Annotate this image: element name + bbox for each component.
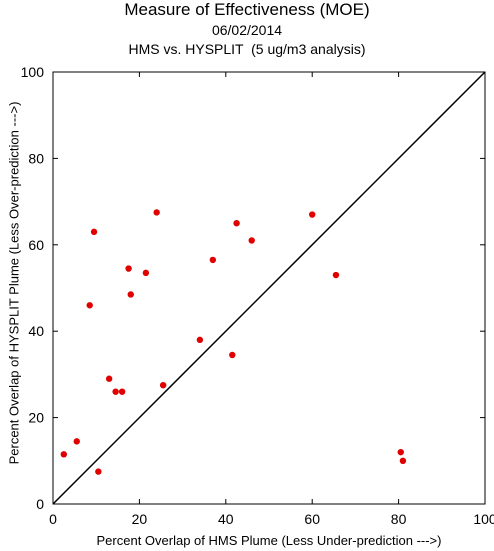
data-point <box>118 388 126 395</box>
data-point <box>397 448 404 456</box>
one-to-one-line <box>52 71 486 505</box>
x-axis-label: Percent Overlap of HMS Plume (Less Under… <box>97 533 442 548</box>
tick-labels: 0 20 40 60 80 100 0 20 40 60 80 100 <box>21 64 494 527</box>
x-tick-label: 0 <box>49 511 57 527</box>
y-tick-label: 0 <box>36 496 44 512</box>
plot-area <box>52 71 486 505</box>
data-point <box>95 468 102 475</box>
x-tick-label: 100 <box>473 511 494 527</box>
data-point <box>125 265 132 272</box>
data-point <box>229 351 236 359</box>
data-point <box>60 451 67 458</box>
data-point <box>209 256 217 264</box>
chart-title: Measure of Effectiveness (MOE) <box>124 0 370 19</box>
chart-date: 06/02/2014 <box>211 22 283 38</box>
data-point <box>309 211 316 218</box>
data-point <box>233 220 240 227</box>
data-point <box>332 271 340 279</box>
data-point <box>105 375 113 382</box>
plot-frame <box>52 71 486 505</box>
x-tick-label: 40 <box>218 511 234 527</box>
y-axis-label: Percent Overlap of HYSPLIT Plume (Less O… <box>7 102 22 465</box>
x-tick-label: 60 <box>304 511 320 527</box>
data-point <box>159 382 167 389</box>
data-point <box>73 438 80 445</box>
data-point <box>90 228 98 236</box>
x-tick-label: 80 <box>391 511 407 527</box>
y-tick-label: 80 <box>28 150 44 166</box>
data-point <box>153 209 160 216</box>
y-tick-label: 100 <box>21 64 45 80</box>
data-points <box>60 209 407 475</box>
x-tick-label: 20 <box>132 511 148 527</box>
data-point <box>399 457 407 464</box>
chart-analysis-label: HMS vs. HYSPLIT (5 ug/m3 analysis) <box>128 41 366 57</box>
y-tick-label: 40 <box>28 323 44 339</box>
data-point <box>248 237 255 244</box>
y-tick-label: 20 <box>28 410 44 426</box>
y-tick-label: 60 <box>28 237 44 253</box>
data-point <box>142 269 150 277</box>
data-point <box>127 291 134 298</box>
data-point <box>112 388 119 395</box>
data-point <box>196 336 204 344</box>
data-point <box>86 302 93 309</box>
